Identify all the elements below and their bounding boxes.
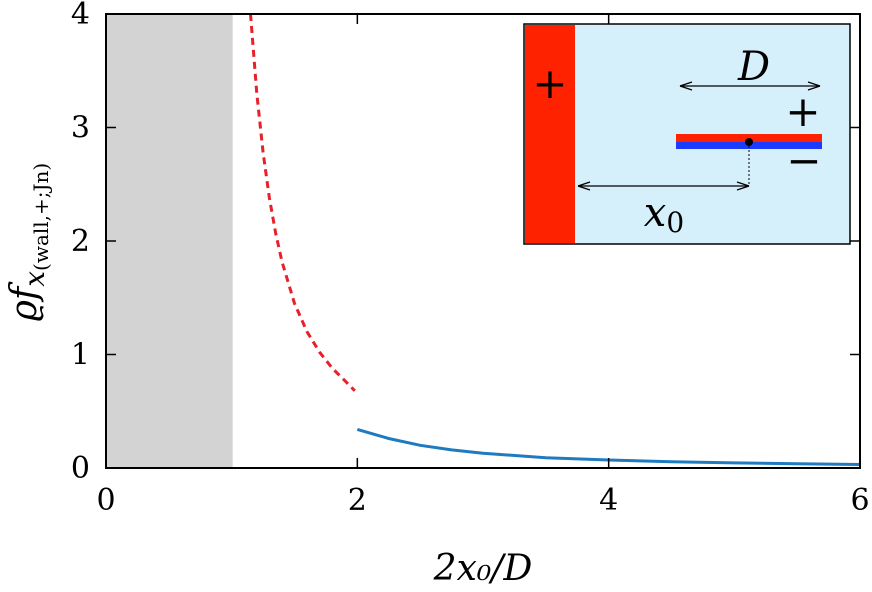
inset-wall-charge: + [532,59,567,108]
series-line-1 [356,427,861,466]
inset-plate-minus: − [786,136,821,185]
y-tick-label: 0 [71,451,90,486]
x-tick-label: 6 [850,483,869,518]
inset-x0-arrowhead-left [577,181,591,191]
y-axis-label-sub1: x [18,271,51,287]
x-tick-label: 4 [599,483,618,518]
y-axis-label-sub2: (wall,+;Jn) [29,163,53,271]
inset-x0-label: x0 [644,190,684,239]
x-tick-label: 2 [348,483,367,518]
inset-wall [525,25,575,243]
y-tick-label: 3 [71,111,90,146]
y-tick-label: 4 [71,0,90,32]
inset-x0-arrowhead-right [736,181,750,191]
shaded-region [107,14,233,468]
inset-d-label: D [737,44,770,90]
inset-d-arrowhead-left [679,81,693,91]
inset-plate-plus: + [785,87,820,136]
y-axis-label-base: ϱf [4,281,45,321]
inset-x0-base: x [644,190,667,236]
series-layer [249,13,861,466]
inset-diagram: + + − D x0 [523,23,851,245]
series-line-0 [249,13,356,392]
x-axis-label: 2x₀/D [433,548,533,589]
y-axis-label: ϱfx(wall,+;Jn) [4,163,53,322]
y-axis-ticks: 0 1 2 3 4 [71,0,860,486]
y-tick-label: 2 [71,224,90,259]
inset-plate-center-dot [745,138,753,146]
y-tick-label: 1 [71,338,90,373]
inset-d-arrowhead-right [807,81,821,91]
inset-x0-sub: 0 [666,206,684,239]
x-axis-ticks: 0 2 4 6 [96,14,870,518]
x-tick-label: 0 [96,483,115,518]
